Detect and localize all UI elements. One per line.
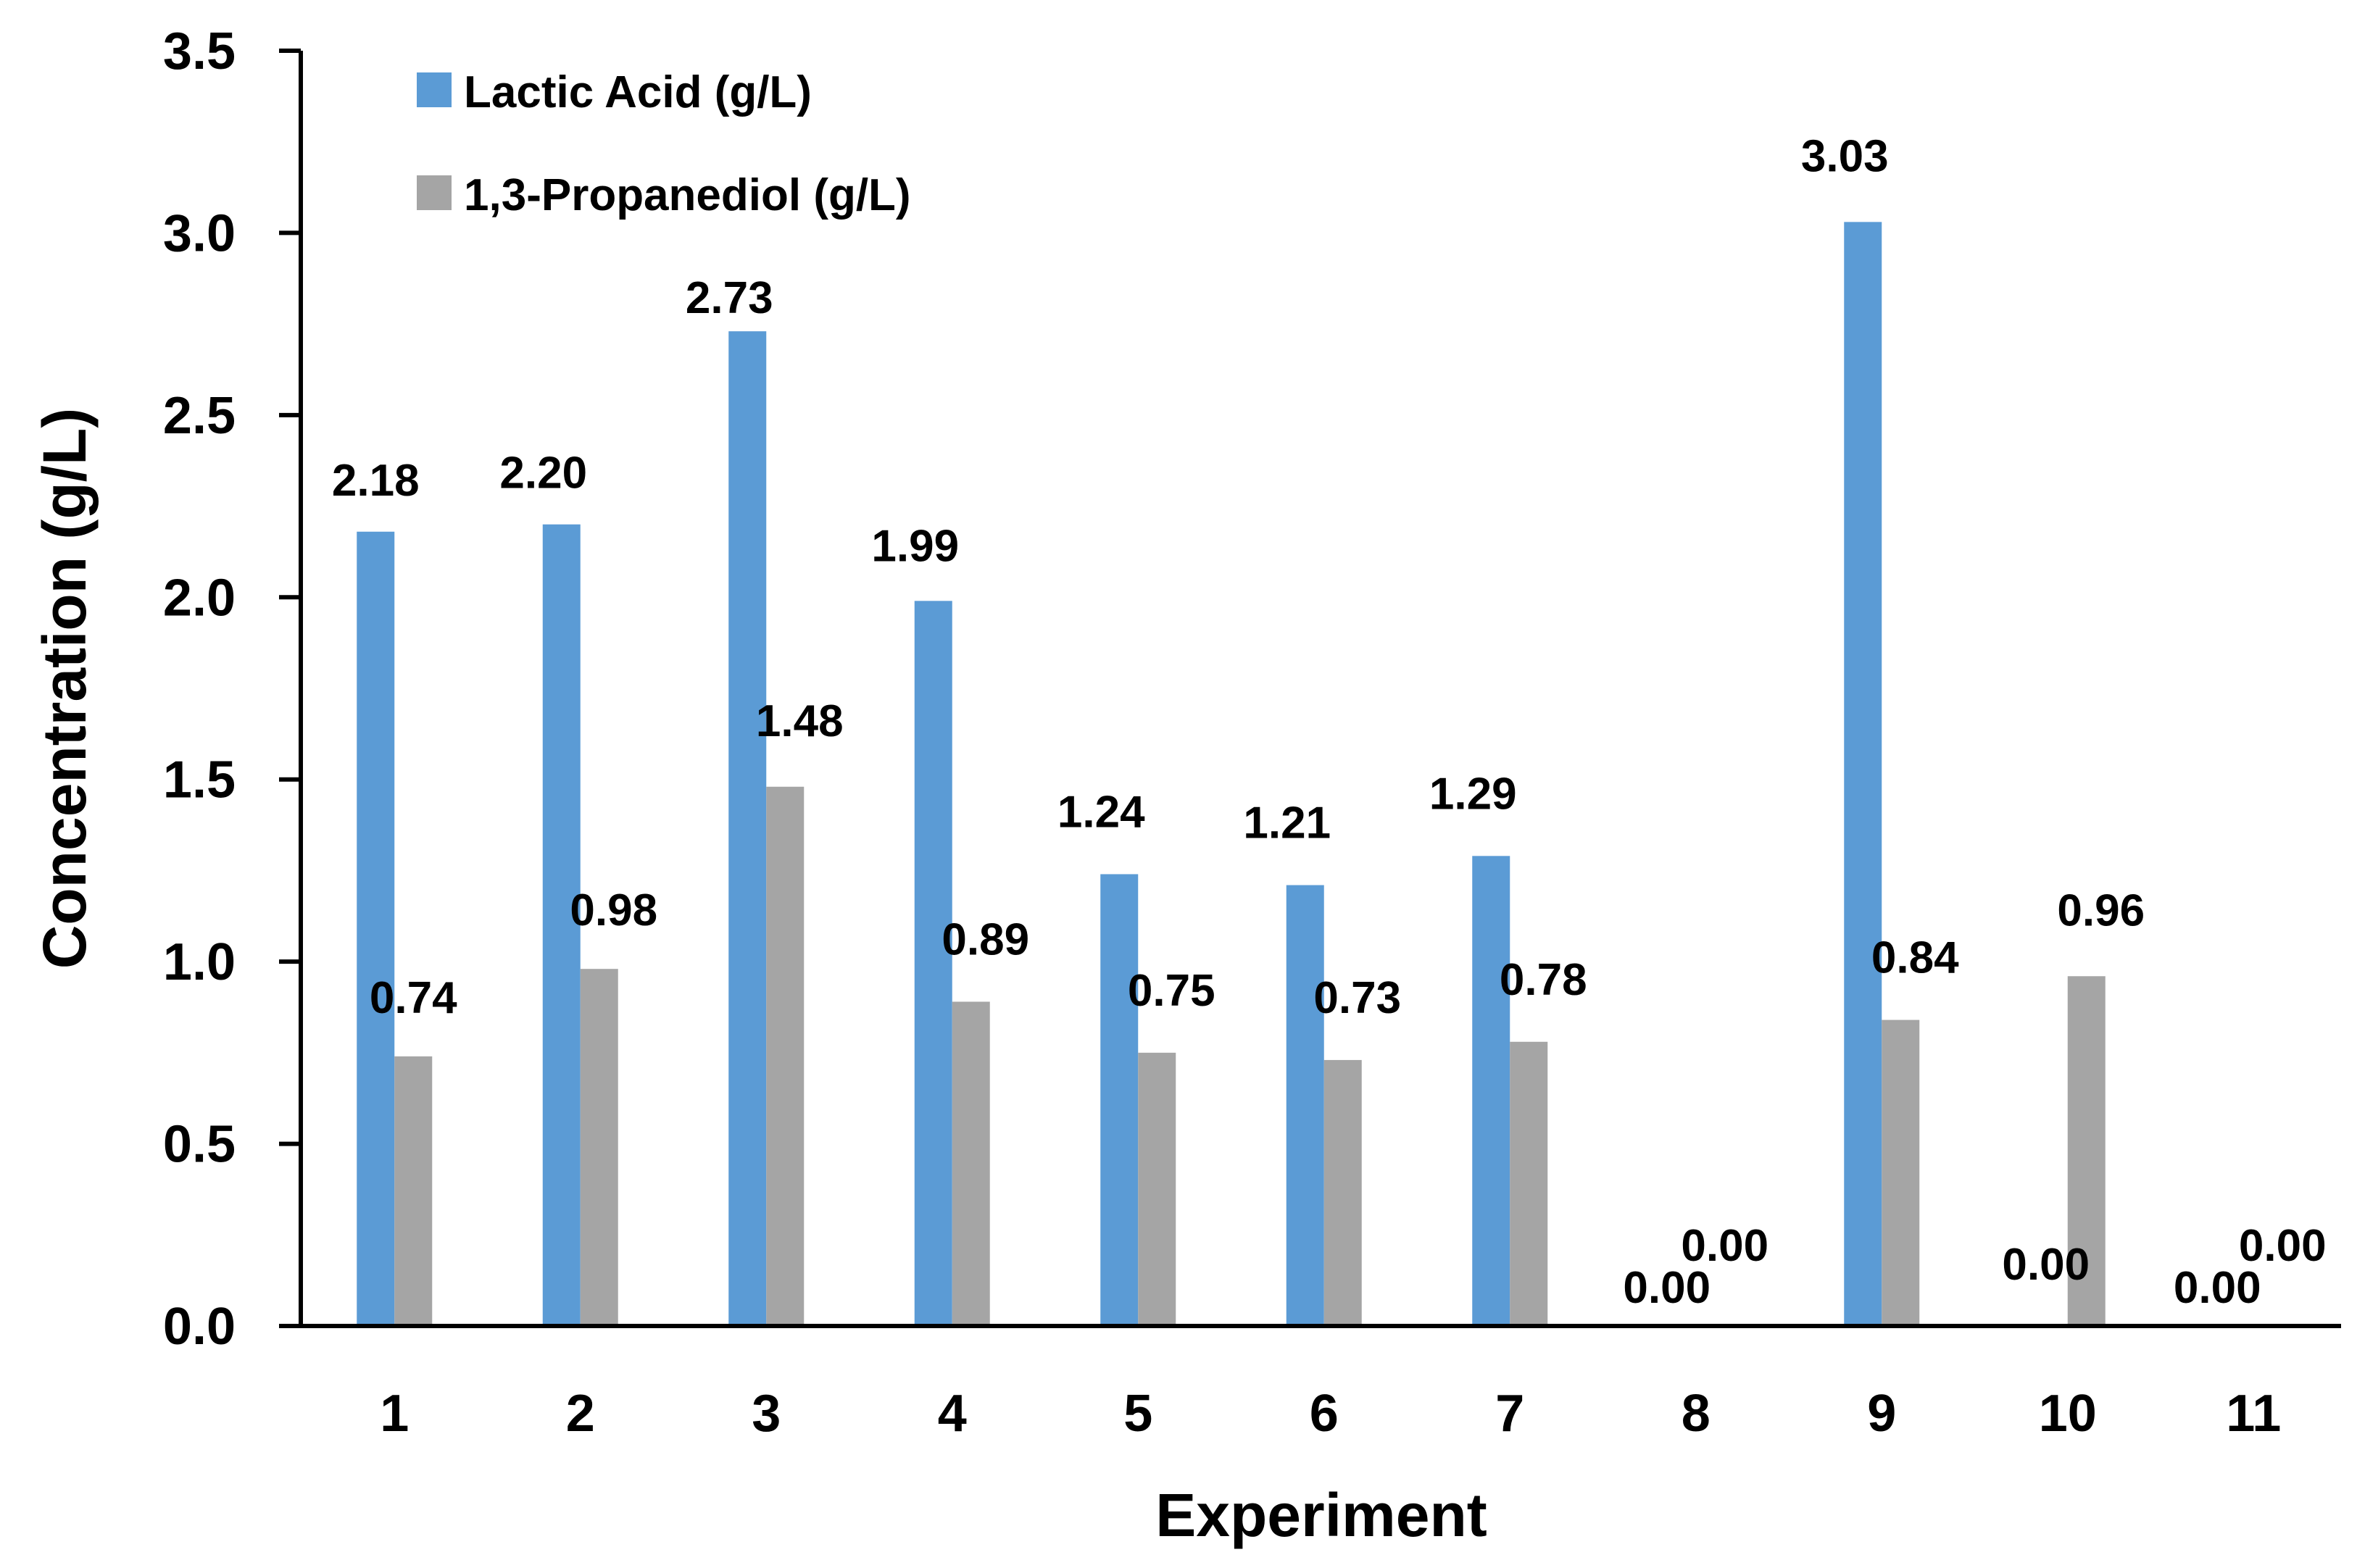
y-tick-label: 2.5 [163, 387, 236, 445]
data-label-lactic-acid: 2.20 [499, 449, 587, 499]
data-labels-group: 2.18 0.74 2.20 0.98 2.73 1.48 1.99 0.89 1.24 0.75… [332, 131, 2327, 1313]
data-label-propanediol: 0.96 [2057, 885, 2145, 935]
y-tick-label: 3.0 [163, 204, 236, 262]
axes-group [279, 51, 2341, 1328]
x-tick-label: 7 [1495, 1385, 1524, 1443]
bar-lactic-acid [914, 601, 952, 1326]
y-tick-label: 2.0 [163, 569, 236, 627]
bar-lactic-acid [1286, 885, 1324, 1326]
x-tick-label: 8 [1682, 1385, 1711, 1443]
data-label-lactic-acid: 1.24 [1057, 787, 1145, 837]
x-tick-label: 1 [380, 1385, 409, 1443]
data-label-lactic-acid: 2.73 [686, 273, 773, 323]
bar-propanediol [766, 786, 805, 1326]
bar-lactic-acid [1100, 874, 1139, 1326]
x-ticks-group: 1 2 3 4 5 6 7 8 9 10 11 [380, 1385, 2281, 1443]
bar-lactic-acid [728, 331, 767, 1327]
bar-propanediol [394, 1056, 433, 1326]
data-label-lactic-acid: 1.29 [1429, 769, 1517, 819]
data-label-lactic-acid: 2.18 [332, 456, 420, 506]
data-label-propanediol: 0.73 [1313, 973, 1401, 1023]
legend-label-lactic-acid: Lactic Acid (g/L) [464, 67, 812, 117]
data-label-propanediol: 0.74 [370, 973, 457, 1023]
bar-propanediol [1138, 1052, 1176, 1326]
data-label-propanediol: 0.00 [2239, 1221, 2327, 1271]
data-label-propanediol: 0.89 [942, 914, 1029, 964]
legend-label-propanediol: 1,3-Propanediol (g/L) [464, 170, 911, 220]
data-label-lactic-acid: 1.99 [871, 521, 959, 571]
bar-propanediol [952, 1001, 990, 1326]
bars-group [357, 222, 2106, 1327]
bar-propanediol [1882, 1019, 1920, 1326]
data-label-lactic-acid: 1.21 [1243, 798, 1331, 848]
legend-item-propanediol: 1,3-Propanediol (g/L) [417, 170, 911, 220]
data-label-propanediol: 0.98 [570, 885, 657, 935]
x-tick-label: 10 [2039, 1385, 2097, 1443]
data-label-propanediol: 1.48 [756, 696, 844, 746]
y-ticks-group: 0.0 0.5 1.0 1.5 2.0 2.5 3.0 3.5 [163, 22, 301, 1356]
y-tick-label: 3.5 [163, 22, 236, 80]
legend: Lactic Acid (g/L) 1,3-Propanediol (g/L) [417, 67, 911, 220]
bar-propanediol [1510, 1041, 1548, 1326]
y-tick-label: 0.5 [163, 1116, 236, 1174]
x-tick-label: 4 [938, 1385, 967, 1443]
bar-lactic-acid [1472, 856, 1510, 1326]
data-label-propanediol: 0.84 [1871, 933, 1959, 983]
x-tick-label: 6 [1310, 1385, 1339, 1443]
x-tick-label: 2 [566, 1385, 595, 1443]
data-label-lactic-acid: 3.03 [1801, 131, 1889, 181]
bar-propanediol [580, 969, 618, 1326]
bar-lactic-acid [357, 531, 395, 1326]
y-axis-title: Concentration (g/L) [30, 408, 99, 969]
x-tick-label: 5 [1123, 1385, 1152, 1443]
bar-propanediol [2067, 976, 2106, 1326]
data-label-propanediol: 0.00 [1681, 1221, 1768, 1271]
x-tick-label: 11 [2226, 1385, 2281, 1443]
bar-lactic-acid [1844, 222, 1882, 1326]
data-label-propanediol: 0.78 [1500, 955, 1587, 1005]
data-label-lactic-acid: 0.00 [2174, 1263, 2261, 1313]
y-tick-label: 1.0 [163, 933, 236, 991]
x-tick-label: 3 [752, 1385, 781, 1443]
data-label-propanediol: 0.75 [1128, 966, 1215, 1016]
legend-item-lactic-acid: Lactic Acid (g/L) [417, 67, 812, 117]
bar-propanediol [1323, 1059, 1362, 1326]
y-tick-label: 0.0 [163, 1298, 236, 1356]
legend-swatch-propanediol [417, 175, 452, 210]
x-tick-label: 9 [1867, 1385, 1896, 1443]
y-tick-label: 1.5 [163, 751, 236, 809]
x-axis-title: Experiment [1155, 1481, 1487, 1549]
bar-lactic-acid [542, 524, 581, 1326]
data-label-lactic-acid: 0.00 [1623, 1263, 1711, 1313]
data-label-lactic-acid: 0.00 [2002, 1240, 2090, 1290]
legend-swatch-lactic-acid [417, 72, 452, 107]
